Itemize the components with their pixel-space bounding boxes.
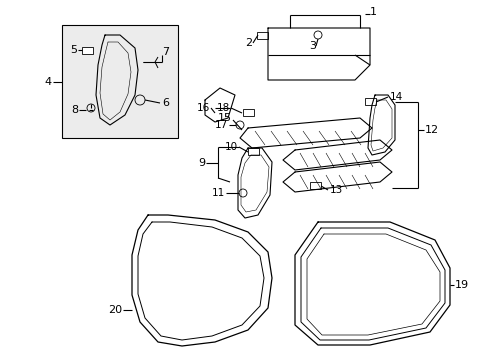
Text: 16: 16 [196, 103, 209, 113]
Text: 6: 6 [162, 98, 169, 108]
Text: 1: 1 [369, 7, 376, 17]
Bar [364, 99, 375, 105]
Text: 12: 12 [424, 125, 438, 135]
Text: 4: 4 [45, 77, 52, 87]
Bar [247, 148, 258, 156]
Text: 11: 11 [211, 188, 224, 198]
Bar [256, 31, 267, 39]
Text: 18: 18 [216, 103, 229, 113]
Text: 9: 9 [198, 158, 204, 168]
Text: 20: 20 [108, 305, 122, 315]
Bar [309, 183, 320, 189]
Text: 15: 15 [218, 113, 231, 123]
Text: 8: 8 [71, 105, 78, 115]
Text: 13: 13 [329, 185, 343, 195]
Text: 10: 10 [224, 142, 238, 152]
Bar [62, 25, 178, 138]
Text: 7: 7 [162, 47, 169, 57]
Text: 5: 5 [70, 45, 77, 55]
Text: 17: 17 [214, 120, 227, 130]
Text: 2: 2 [244, 38, 251, 48]
Text: 3: 3 [308, 41, 315, 51]
Bar [81, 46, 92, 54]
Text: 14: 14 [389, 92, 403, 102]
Bar [242, 109, 253, 117]
Text: 19: 19 [454, 280, 468, 290]
